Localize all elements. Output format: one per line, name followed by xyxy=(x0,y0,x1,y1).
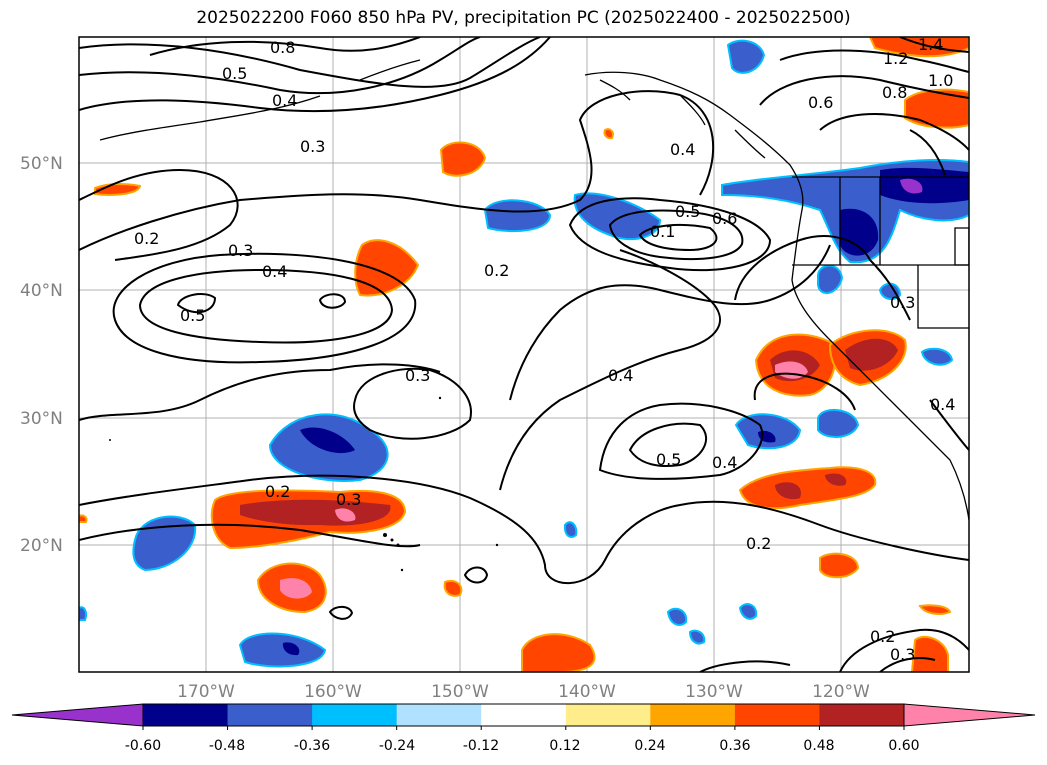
contour-label: 0.4 xyxy=(272,91,297,110)
colorbar-segment xyxy=(565,704,651,726)
longitude-labels: 170°W 160°W 150°W 140°W 130°W 120°W xyxy=(177,682,870,702)
lat-label-40n: 40°N xyxy=(20,281,63,301)
precip-negative xyxy=(79,39,969,668)
lon-label-150w: 150°W xyxy=(431,682,489,702)
pv-contours xyxy=(79,37,969,672)
contour-label: 0.8 xyxy=(270,38,295,57)
precip-positive xyxy=(79,37,969,672)
colorbar-tick-label: -0.24 xyxy=(379,738,415,754)
contour-label: 0.2 xyxy=(484,261,509,280)
lat-label-30n: 30°N xyxy=(20,409,63,429)
contour-label: 0.3 xyxy=(336,490,361,509)
contour-label: 1.2 xyxy=(883,49,908,68)
contour-label: 0.2 xyxy=(134,229,159,248)
contour-label: 0.3 xyxy=(300,137,325,156)
colorbar-segment xyxy=(227,704,313,726)
contour-label: 1.0 xyxy=(928,71,953,90)
contour-label: 0.3 xyxy=(228,241,253,260)
colorbar-tick-label: -0.36 xyxy=(294,738,330,754)
contour-label: 0.4 xyxy=(712,453,737,472)
contour-label: 0.2 xyxy=(746,534,771,553)
contour-label: 0.5 xyxy=(656,450,681,469)
contour-labels: 0.8 0.5 0.4 0.3 0.2 0.3 0.4 0.5 0.2 0.4 … xyxy=(134,35,955,664)
colorbar-ticks xyxy=(142,726,905,730)
contour-label: 0.6 xyxy=(712,209,737,228)
lon-label-140w: 140°W xyxy=(558,682,616,702)
colorbar: -0.60 -0.48 -0.36 -0.24 -0.12 0.12 0.24 … xyxy=(11,703,1036,754)
lon-label-120w: 120°W xyxy=(812,682,870,702)
colorbar-segment xyxy=(143,704,229,726)
contour-label: 0.5 xyxy=(222,64,247,83)
colorbar-tick-label: 0.12 xyxy=(549,738,580,754)
colorbar-extend-low xyxy=(11,703,144,727)
lon-label-160w: 160°W xyxy=(304,682,362,702)
contour-label: 0.6 xyxy=(808,93,833,112)
contour-label: 0.3 xyxy=(405,366,430,385)
lat-label-20n: 20°N xyxy=(20,536,63,556)
colorbar-segment xyxy=(734,704,820,726)
contour-label: 0.3 xyxy=(890,293,915,312)
colorbar-segment xyxy=(819,704,905,726)
colorbar-tick-label: -0.60 xyxy=(125,738,161,754)
contour-label: 0.4 xyxy=(670,140,695,159)
contour-label: 0.5 xyxy=(675,202,700,221)
colorbar-tick-label: 0.24 xyxy=(634,738,665,754)
lat-label-50n: 50°N xyxy=(20,154,63,174)
contour-label: 0.4 xyxy=(930,395,955,414)
contour-label: 0.2 xyxy=(870,627,895,646)
colorbar-extend-high xyxy=(903,703,1036,727)
contour-label: 0.2 xyxy=(265,482,290,501)
contour-label: 0.4 xyxy=(262,262,287,281)
colorbar-tick-label: 0.36 xyxy=(719,738,750,754)
colorbar-segments xyxy=(142,703,905,727)
lon-label-130w: 130°W xyxy=(685,682,743,702)
colorbar-tick-label: 0.48 xyxy=(803,738,834,754)
map-frame xyxy=(78,36,970,673)
colorbar-tick-label: -0.48 xyxy=(209,738,245,754)
coastlines xyxy=(99,59,969,521)
contour-label: 0.1 xyxy=(650,222,675,241)
contour-label: 1.4 xyxy=(918,35,943,54)
colorbar-segment xyxy=(312,704,398,726)
colorbar-segment xyxy=(396,704,482,726)
contour-label: 0.8 xyxy=(882,83,907,102)
contour-label: 0.4 xyxy=(608,366,633,385)
colorbar-segment xyxy=(481,704,567,726)
map-title: 2025022200 F060 850 hPa PV, precipitatio… xyxy=(196,8,851,28)
colorbar-segment xyxy=(650,704,736,726)
colorbar-tick-label: 0.60 xyxy=(888,738,919,754)
latitude-labels: 50°N 40°N 30°N 20°N xyxy=(20,154,63,556)
contour-label: 0.5 xyxy=(180,306,205,325)
contour-label: 0.3 xyxy=(890,645,915,664)
colorbar-tick-label: -0.12 xyxy=(463,738,499,754)
islands xyxy=(109,396,499,572)
lon-label-170w: 170°W xyxy=(177,682,235,702)
